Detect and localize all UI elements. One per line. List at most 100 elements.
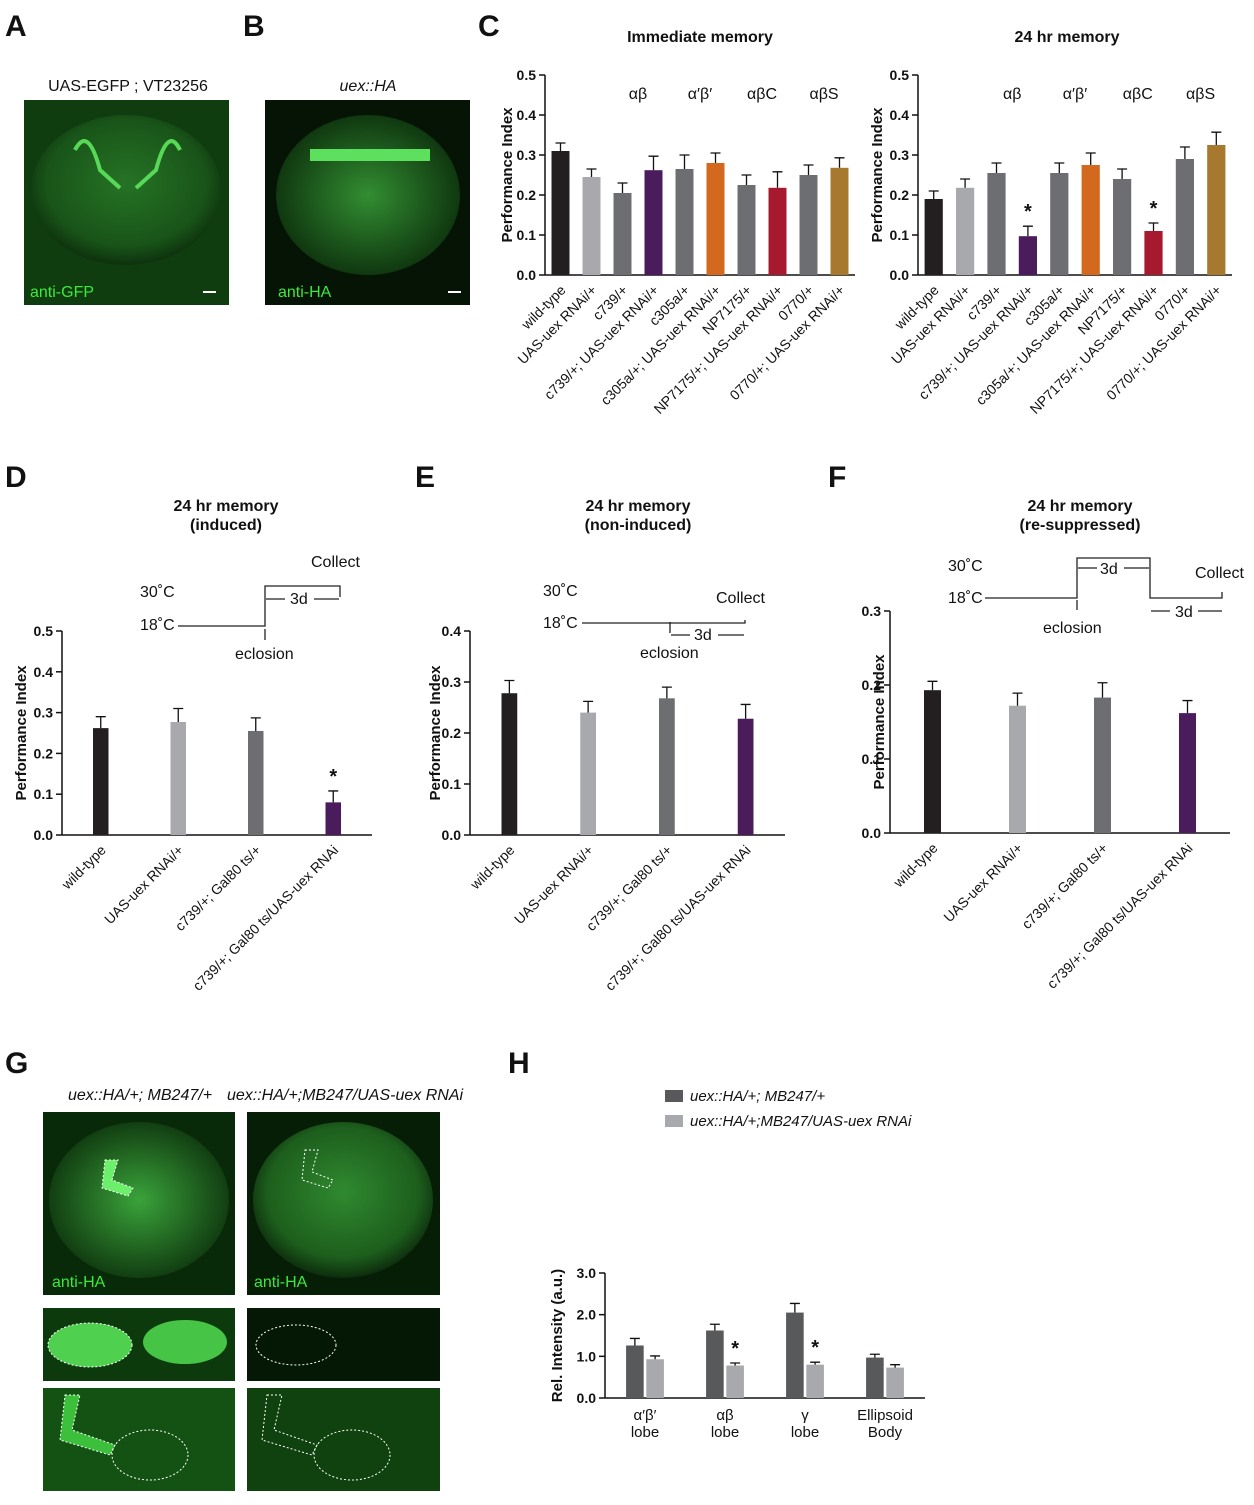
lobe-outline xyxy=(301,1149,334,1189)
bar xyxy=(1009,705,1026,833)
lobe-outline xyxy=(101,1159,134,1197)
bar xyxy=(799,175,818,275)
legend-swatch xyxy=(665,1090,683,1102)
error-bar xyxy=(617,182,628,193)
bar xyxy=(924,199,943,275)
y-tick-label: 0.1 xyxy=(34,786,54,802)
y-tick-label: 0.1 xyxy=(862,751,882,767)
significance-mark: * xyxy=(811,1337,819,1359)
x-tick-label: c739/+; Gal80 ts/UAS-uex RNAi xyxy=(189,842,341,994)
legend: uex::HA/+; MB247/+uex::HA/+;MB247/UAS-ue… xyxy=(665,1088,912,1130)
y-tick-label: 0.3 xyxy=(34,705,54,721)
schematic-label: Collect xyxy=(311,554,360,571)
error-bar xyxy=(586,168,597,177)
error-bar xyxy=(772,171,783,188)
y-tick-label: 0.2 xyxy=(890,187,910,203)
micrograph xyxy=(247,1388,440,1491)
bar xyxy=(806,1364,824,1398)
image-title: UAS-EGFP ; VT23256 xyxy=(48,78,208,95)
group-label: α′β′ xyxy=(688,86,712,103)
bar xyxy=(93,728,109,835)
bar xyxy=(626,1345,644,1398)
error-bar xyxy=(328,790,339,803)
error-bar xyxy=(803,164,814,175)
error-bar xyxy=(730,1362,741,1366)
schematic-label: 18˚C xyxy=(543,615,578,632)
stain-label: anti-HA xyxy=(254,1274,308,1291)
bar xyxy=(1081,165,1100,275)
error-bar xyxy=(648,155,659,171)
lobe-outline xyxy=(47,1322,133,1368)
bar xyxy=(886,1367,904,1398)
bar xyxy=(1179,713,1196,833)
group-label: αβS xyxy=(1186,86,1215,103)
schematic-label: Collect xyxy=(1195,565,1244,582)
chart-title: Immediate memory xyxy=(627,29,773,46)
error-bar xyxy=(927,680,938,691)
y-tick-label: 0.3 xyxy=(862,603,882,619)
bar xyxy=(582,177,601,275)
x-tick-label: Ellipsoid xyxy=(857,1407,913,1424)
bar xyxy=(325,802,341,835)
y-tick-label: 0.5 xyxy=(34,623,54,639)
bar xyxy=(737,718,754,835)
error-bar xyxy=(1097,682,1108,698)
schematic-label: 30˚C xyxy=(140,584,175,601)
micrograph xyxy=(247,1308,440,1381)
x-tick-label: Body xyxy=(868,1424,903,1441)
panel-letters: A B C D E F G H xyxy=(5,10,846,1080)
schematic-label: 18˚C xyxy=(140,617,175,634)
lobe-outline xyxy=(313,1429,391,1481)
error-bar xyxy=(960,178,971,188)
chart-title: 24 hr memory xyxy=(1015,29,1120,46)
y-axis-label: Performance Index xyxy=(499,107,516,243)
error-bar xyxy=(1211,131,1222,145)
schematic-f: 30˚C 18˚C Collect 3d 3d eclosion xyxy=(948,557,1244,637)
y-tick-label: 0.3 xyxy=(442,674,462,690)
y-tick-label: 2.0 xyxy=(577,1307,597,1323)
tissue xyxy=(253,1122,433,1278)
error-bar xyxy=(869,1353,880,1358)
bar xyxy=(830,167,849,275)
stain-label: anti-GFP xyxy=(30,284,94,301)
group-label: α′β′ xyxy=(1063,86,1087,103)
error-bar xyxy=(555,142,566,151)
bar xyxy=(1018,236,1038,275)
error-bar xyxy=(173,707,184,722)
y-tick-label: 0.0 xyxy=(862,825,882,841)
group-label: αβC xyxy=(747,86,777,103)
schematic-line xyxy=(178,585,341,640)
error-bar xyxy=(583,700,594,713)
panel-label: D xyxy=(5,461,27,494)
y-tick-label: 1.0 xyxy=(577,1348,597,1364)
y-tick-label: 0.4 xyxy=(34,664,54,680)
bar xyxy=(726,1365,744,1398)
legend-label: uex::HA/+; MB247/+ xyxy=(690,1088,825,1105)
y-axis-label: Rel. Intensity (a.u.) xyxy=(549,1269,566,1402)
y-tick-label: 0.0 xyxy=(442,827,462,843)
tissue xyxy=(31,115,221,265)
x-tick-label: c739/+; Gal80 ts/UAS-uex RNAi xyxy=(1044,840,1196,992)
error-bar xyxy=(661,686,672,699)
y-tick-label: 0.0 xyxy=(577,1390,597,1406)
error-bar xyxy=(709,1323,720,1331)
panel-label: F xyxy=(828,461,846,494)
bar xyxy=(613,193,632,275)
bar xyxy=(866,1357,884,1398)
y-tick-label: 0.3 xyxy=(890,147,910,163)
bar xyxy=(1175,159,1195,275)
chart-title: 24 hr memory xyxy=(174,498,279,515)
schematic-line xyxy=(985,557,1223,612)
x-tick-label: wild-type xyxy=(466,842,517,893)
error-bar xyxy=(629,1337,640,1346)
bar xyxy=(580,712,596,835)
bar xyxy=(551,151,570,275)
image-title: uex::HA/+; MB247/+ xyxy=(68,1087,212,1104)
lobe-outline xyxy=(255,1324,337,1366)
group-label: αβ xyxy=(629,86,647,103)
panel-label: H xyxy=(508,1047,530,1080)
error-bar xyxy=(741,174,752,185)
error-bar xyxy=(1182,699,1193,714)
error-bar xyxy=(834,157,845,168)
bar xyxy=(955,187,975,275)
